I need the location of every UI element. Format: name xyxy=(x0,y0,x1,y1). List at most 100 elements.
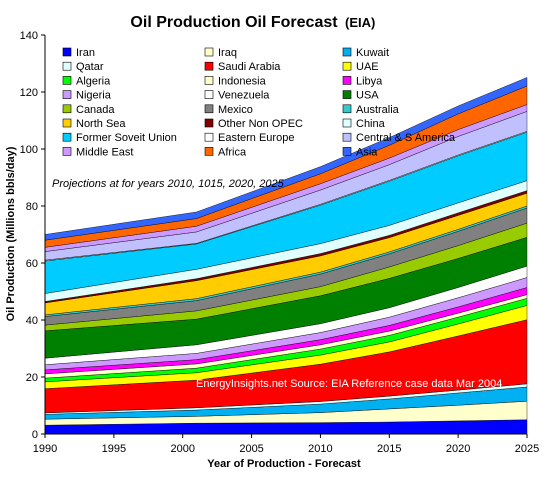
legend-swatch xyxy=(204,104,214,114)
legend-label: Libya xyxy=(356,75,383,87)
x-tick-label: 2010 xyxy=(308,443,332,455)
legend-swatch xyxy=(62,118,72,128)
legend-swatch xyxy=(342,118,352,128)
legend-label: USA xyxy=(356,90,379,102)
legend-item-saudi-arabia: Saudi Arabia xyxy=(204,61,281,73)
legend-item-iraq: Iraq xyxy=(204,47,237,59)
legend-swatch xyxy=(342,132,352,142)
legend-item-other-non-opec: Other Non OPEC xyxy=(204,118,303,130)
legend-label: Iraq xyxy=(218,47,237,59)
legend-label: Eastern Europe xyxy=(218,132,294,144)
legend-item-central-s-america: Central & S America xyxy=(342,132,456,144)
y-axis-label: Oil Production (Millions bbls/day) xyxy=(5,146,17,321)
legend-swatch xyxy=(342,104,352,114)
legend-item-canada: Canada xyxy=(62,104,115,116)
x-tick-label: 1995 xyxy=(102,443,126,455)
legend-swatch xyxy=(62,61,72,71)
legend-swatch xyxy=(342,61,352,71)
chart-title: Oil Production Oil Forecast xyxy=(130,14,338,31)
legend-label: Middle East xyxy=(76,146,133,158)
legend-swatch xyxy=(204,90,214,99)
legend-item-iran: Iran xyxy=(62,47,95,59)
legend-swatch xyxy=(204,47,214,57)
legend-swatch xyxy=(204,61,214,71)
legend-label: China xyxy=(356,118,386,130)
legend-item-middle-east: Middle East xyxy=(62,146,133,158)
legend-label: Indonesia xyxy=(218,75,267,87)
legend-label: Other Non OPEC xyxy=(218,118,303,130)
y-tick-label: 20 xyxy=(26,372,38,384)
legend-swatch xyxy=(342,76,352,85)
y-tick-label: 40 xyxy=(26,315,38,327)
legend-swatch xyxy=(342,147,352,156)
x-tick-label: 1990 xyxy=(33,443,57,455)
chart-subtitle: (EIA) xyxy=(345,15,375,30)
legend-swatch xyxy=(62,104,72,114)
legend: Iran Iraq Kuwait Qatar Saudi Arabia UAE Algeri… xyxy=(62,47,456,158)
tick-labels: 1990 1995 2000 2005 2010 2015 2020 2025 0 20 40 60 8… xyxy=(20,30,540,455)
legend-swatch xyxy=(62,47,72,57)
legend-swatch xyxy=(62,76,72,85)
legend-item-former-soveit-union: Former Soveit Union xyxy=(62,132,177,144)
y-tick-label: 60 xyxy=(26,258,38,270)
legend-item-libya: Libya xyxy=(342,75,383,87)
legend-swatch xyxy=(62,147,72,156)
legend-item-algeria: Algeria xyxy=(62,75,111,87)
legend-swatch xyxy=(62,90,72,99)
legend-label: Iran xyxy=(76,47,95,59)
legend-label: Mexico xyxy=(218,104,253,116)
legend-label: Australia xyxy=(356,104,400,116)
legend-item-asia: Asia xyxy=(342,146,378,158)
legend-item-venezuela: Venezuela xyxy=(204,90,270,102)
legend-swatch xyxy=(204,132,214,142)
x-axis-label: Year of Production - Forecast xyxy=(207,458,361,470)
y-tick-label: 0 xyxy=(32,429,38,441)
legend-item-eastern-europe: Eastern Europe xyxy=(204,132,294,144)
legend-item-australia: Australia xyxy=(342,104,400,116)
legend-label: Nigeria xyxy=(76,90,112,102)
legend-label: Kuwait xyxy=(356,47,389,59)
x-tick-label: 2005 xyxy=(239,443,263,455)
axes xyxy=(41,34,528,438)
legend-item-uae: UAE xyxy=(342,61,379,73)
y-tick-label: 100 xyxy=(20,144,38,156)
legend-item-africa: Africa xyxy=(204,146,247,158)
stacked-areas xyxy=(44,77,528,435)
y-tick-label: 120 xyxy=(20,87,38,99)
legend-item-qatar: Qatar xyxy=(62,61,104,73)
y-tick-label: 140 xyxy=(20,30,38,42)
legend-label: Algeria xyxy=(76,75,111,87)
legend-item-nigeria: Nigeria xyxy=(62,90,112,102)
legend-label: Canada xyxy=(76,104,115,116)
legend-label: Qatar xyxy=(76,61,104,73)
x-tick-label: 2025 xyxy=(515,443,539,455)
legend-label: UAE xyxy=(356,61,379,73)
legend-item-indonesia: Indonesia xyxy=(204,75,267,87)
legend-label: Former Soveit Union xyxy=(76,132,177,144)
legend-label: North Sea xyxy=(76,118,126,130)
y-tick-label: 80 xyxy=(26,201,38,213)
legend-label: Africa xyxy=(218,146,247,158)
area-asia xyxy=(44,77,528,241)
x-tick-label: 2020 xyxy=(446,443,470,455)
projection-annotation: Projections at for years 2010, 1015, 202… xyxy=(52,178,285,190)
legend-label: Saudi Arabia xyxy=(218,61,281,73)
legend-item-china: China xyxy=(342,118,386,130)
x-tick-label: 2000 xyxy=(170,443,194,455)
legend-swatch xyxy=(342,47,352,57)
legend-swatch xyxy=(204,147,214,156)
legend-item-usa: USA xyxy=(342,90,379,102)
legend-label: Venezuela xyxy=(218,90,270,102)
legend-swatch xyxy=(204,118,214,128)
legend-swatch xyxy=(62,132,72,142)
legend-label: Asia xyxy=(356,146,378,158)
legend-item-north-sea: North Sea xyxy=(62,118,126,130)
x-tick-label: 2015 xyxy=(377,443,401,455)
legend-item-kuwait: Kuwait xyxy=(342,47,389,59)
legend-swatch xyxy=(204,76,214,85)
legend-swatch xyxy=(342,90,352,99)
legend-item-mexico: Mexico xyxy=(204,104,253,116)
source-note: EnergyInsights.net Source: EIA Reference… xyxy=(196,378,502,390)
legend-label: Central & S America xyxy=(356,132,456,144)
